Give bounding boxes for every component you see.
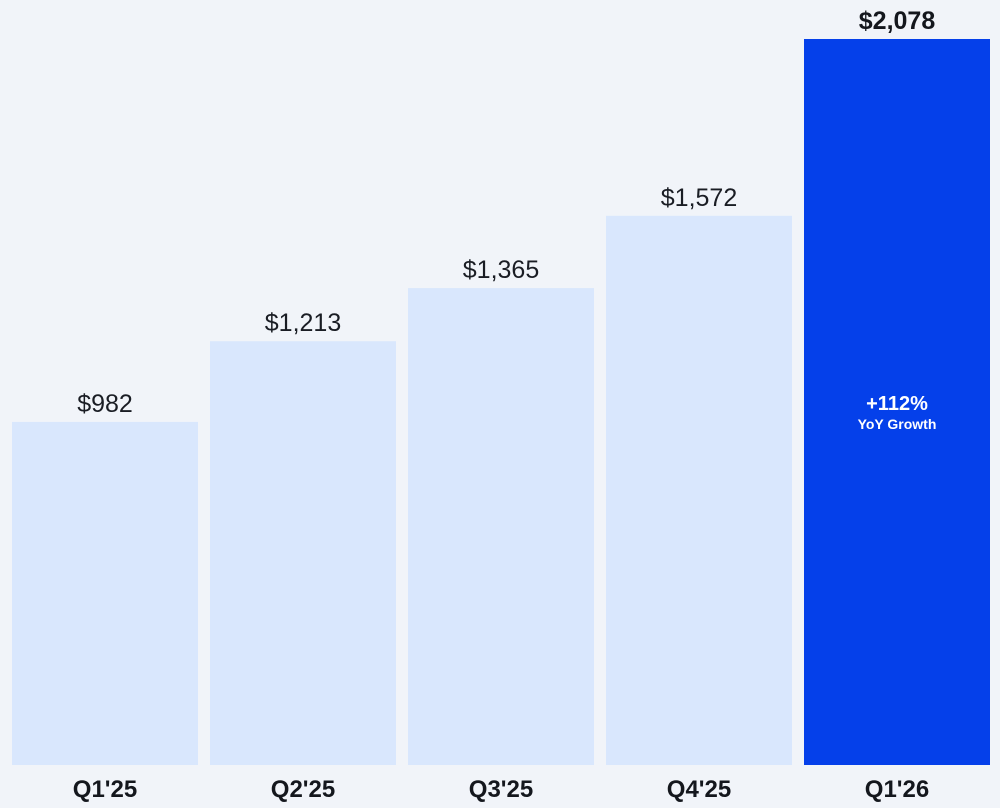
tick-label-q1-26: Q1'26: [865, 776, 929, 803]
bar-q4-25: [606, 215, 792, 765]
value-label-q2-25: $1,213: [265, 309, 341, 337]
bar-q1-25: [12, 421, 198, 765]
tick-label-q2-25: Q2'25: [271, 776, 335, 803]
value-label-q4-25: $1,572: [661, 184, 737, 212]
tick-label-q1-25: Q1'25: [73, 776, 137, 803]
growth-caption-label: YoY Growth: [858, 416, 937, 432]
value-label-q1-26: $2,078: [859, 7, 936, 35]
value-label-q1-25: $982: [77, 390, 133, 418]
x-axis-tick-labels: Q1'25 Q2'25 Q3'25 Q4'25 Q1'26: [73, 776, 929, 803]
value-label-q3-25: $1,365: [463, 256, 539, 284]
bars-group: [12, 39, 990, 765]
value-labels-group: $982 $1,213 $1,365 $1,572 $2,078: [77, 7, 935, 418]
tick-label-q4-25: Q4'25: [667, 776, 731, 803]
bar-q2-25: [210, 341, 396, 765]
tick-label-q3-25: Q3'25: [469, 776, 533, 803]
bar-q1-26: [804, 39, 990, 765]
bar-q3-25: [408, 288, 594, 765]
growth-percentage-label: +112%: [866, 393, 928, 415]
growth-annotation: +112% YoY Growth: [858, 393, 937, 432]
